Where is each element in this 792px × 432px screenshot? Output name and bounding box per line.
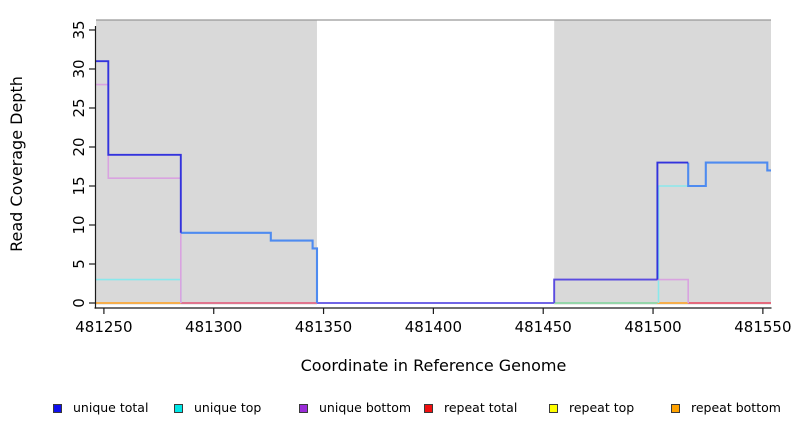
unique-top-right xyxy=(657,185,689,303)
y-tick-label: 10 xyxy=(70,215,88,234)
legend-item-repeat-total: repeat total xyxy=(424,399,517,417)
y-tick-label: 0 xyxy=(70,298,88,308)
legend-item-unique-top: unique top xyxy=(174,399,261,417)
x-tick-label: 481400 xyxy=(405,318,462,336)
y-tick-label: 20 xyxy=(70,137,88,156)
y-tick-label: 15 xyxy=(70,176,88,195)
y-tick-label: 5 xyxy=(70,259,88,269)
legend-item-repeat-top: repeat top xyxy=(549,399,634,417)
legend-item-unique-total: unique total xyxy=(53,399,148,417)
legend-label-repeat-top: repeat top xyxy=(569,399,635,415)
legend-swatch-repeat-total xyxy=(424,403,433,413)
legend-label-unique-bottom: unique bottom xyxy=(319,399,412,415)
shaded-region-left xyxy=(96,20,317,305)
legend-label-repeat-total: repeat total xyxy=(444,399,518,415)
y-tick-label: 30 xyxy=(70,59,88,78)
x-tick-label: 481550 xyxy=(734,318,791,336)
unique-total-blend-right xyxy=(687,161,771,188)
unique-total-violet-blend xyxy=(553,278,658,303)
unique-total-left xyxy=(96,60,182,233)
x-axis-title: Coordinate in Reference Genome xyxy=(300,356,567,375)
legend-swatch-unique-top xyxy=(174,403,183,413)
legend-label-unique-total: unique total xyxy=(73,399,149,415)
unique-total-blend-left xyxy=(180,231,319,303)
legend: unique total unique top unique bottom repea… xyxy=(0,399,792,421)
x-tick-label: 481300 xyxy=(185,318,242,336)
unique-total-right xyxy=(656,161,689,280)
y-tick-label: 25 xyxy=(70,98,88,117)
legend-swatch-unique-bottom xyxy=(299,403,308,413)
x-tick-label: 481450 xyxy=(515,318,572,336)
legend-label-unique-top: unique top xyxy=(194,399,262,415)
legend-swatch-repeat-top xyxy=(549,403,558,413)
x-tick-label: 481500 xyxy=(624,318,681,336)
y-axis-title: Read Coverage Depth xyxy=(7,76,26,252)
x-tick-label: 481350 xyxy=(295,318,352,336)
legend-swatch-repeat-bottom xyxy=(671,403,680,413)
legend-swatch-unique-total xyxy=(53,403,62,413)
legend-label-repeat-bottom: repeat bottom xyxy=(691,399,781,415)
x-tick-label: 481250 xyxy=(75,318,132,336)
legend-item-repeat-bottom: repeat bottom xyxy=(671,399,781,417)
y-tick-label: 35 xyxy=(70,20,88,39)
coverage-plot: 481250 481300 481350 481400 481450 481500 4815… xyxy=(70,19,792,336)
legend-item-unique-bottom: unique bottom xyxy=(299,399,411,417)
